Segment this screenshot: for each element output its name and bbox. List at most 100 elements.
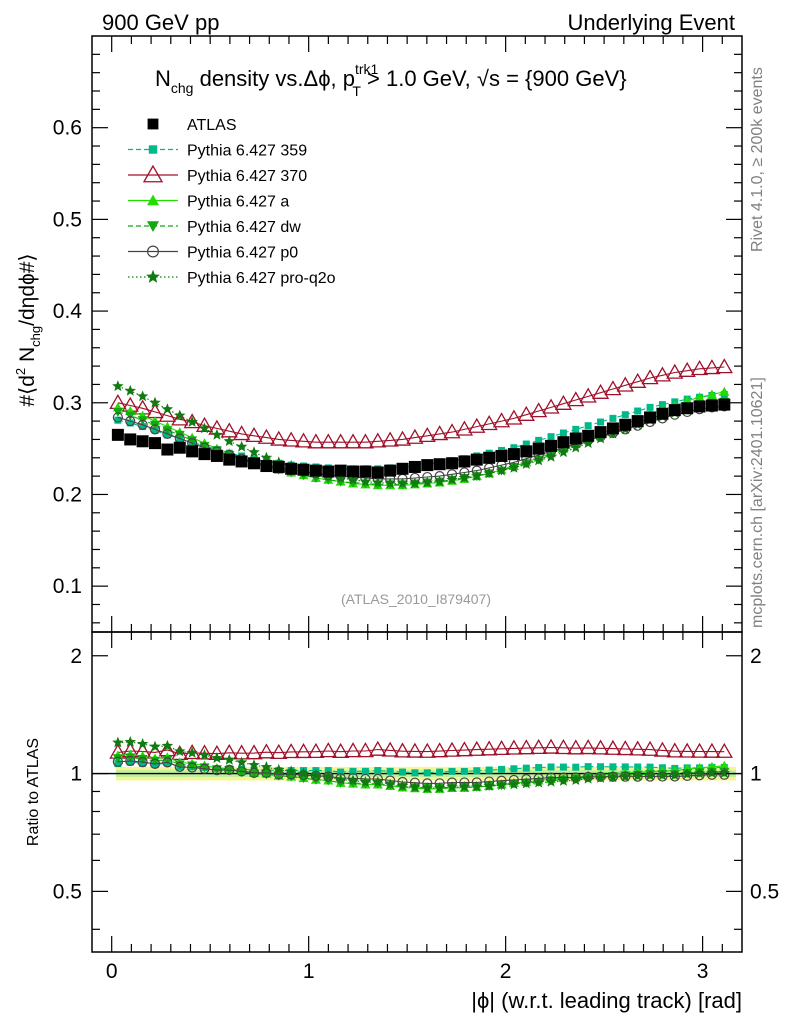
ratio-point: [199, 763, 210, 774]
data-point: [567, 391, 585, 407]
ratio-point: [369, 740, 387, 756]
ratio-point: [421, 782, 433, 793]
ratio-point: [629, 740, 647, 756]
chart-title: Nchg density vs.Δϕ, ptrk1 T > 1.0 GeV, √s…: [155, 61, 627, 99]
ratio-point: [384, 778, 396, 790]
data-point: [146, 403, 164, 419]
data-point: [470, 453, 483, 466]
ratio-point: [199, 763, 210, 773]
data-point: [471, 470, 483, 481]
data-point: [233, 425, 251, 441]
data-point: [646, 403, 654, 411]
data-point: [149, 424, 161, 435]
ratio-point: [112, 754, 123, 764]
ratio-point: [532, 776, 545, 788]
data-point: [409, 477, 421, 489]
ratio-point: [361, 767, 369, 775]
main-panel: [109, 358, 733, 490]
ratio-point: [381, 741, 399, 757]
ratio-point: [706, 766, 718, 778]
ratio-point: [693, 767, 706, 779]
data-point: [706, 389, 717, 399]
data-point: [591, 383, 610, 399]
data-point: [408, 460, 421, 473]
data-point: [483, 451, 496, 464]
ratio-point: [545, 775, 557, 787]
series-line: [117, 385, 725, 485]
ratio-point: [374, 767, 382, 775]
data-point: [621, 411, 629, 419]
data-point: [446, 457, 459, 470]
data-point: [542, 398, 560, 414]
data-point: [384, 477, 396, 489]
data-point: [347, 473, 359, 485]
data-point: [631, 415, 644, 428]
y-tick-label: 0.2: [53, 483, 82, 506]
data-point: [198, 448, 211, 461]
ratio-point: [187, 762, 198, 773]
data-point: [421, 476, 433, 488]
data-point: [235, 440, 248, 452]
data-point: [557, 446, 570, 458]
data-point: [619, 418, 632, 431]
ratio-point: [282, 743, 300, 759]
ratio-point: [418, 742, 436, 758]
ratio-point: [436, 768, 444, 776]
data-point: [547, 433, 555, 441]
ratio-point: [597, 763, 605, 771]
ratio-point: [332, 742, 350, 758]
data-point: [443, 423, 461, 439]
data-point: [359, 475, 372, 487]
x-tick-label: 0: [106, 960, 118, 983]
ratio-point: [508, 778, 520, 790]
ratio-point: [393, 742, 412, 758]
data-point: [171, 410, 189, 426]
ratio-point: [409, 781, 421, 793]
data-point: [530, 402, 548, 418]
ratio-point: [347, 774, 359, 786]
legend-entry: Pythia 6.427 359: [128, 143, 307, 160]
ratio-point: [359, 776, 372, 787]
data-point: [309, 464, 322, 477]
ratio-point: [174, 761, 185, 773]
ratio-point: [715, 742, 733, 758]
data-point: [569, 432, 582, 445]
data-point: [520, 458, 532, 470]
ratio-y-tick-label: 0.5: [53, 880, 82, 903]
ratio-point: [310, 769, 322, 780]
ratio-point: [307, 742, 325, 758]
data-point: [634, 407, 642, 415]
data-point: [270, 430, 288, 446]
ratio-point: [619, 770, 631, 782]
data-point: [114, 416, 122, 424]
ratio-point: [235, 756, 248, 768]
data-point: [332, 433, 350, 449]
data-point: [186, 445, 199, 458]
data-point: [495, 464, 508, 476]
ratio-point: [423, 769, 431, 777]
legend-marker: [147, 245, 160, 258]
ratio-point: [431, 742, 449, 758]
legend: ATLAS Pythia 6.427 359 Pythia 6.427 370 Pyt…: [128, 117, 336, 287]
ratio-point: [248, 759, 260, 770]
data-point: [369, 432, 387, 448]
ratio-point: [137, 757, 148, 768]
ratio-point: [669, 769, 681, 781]
legend-entry: Pythia 6.427 p0: [128, 245, 298, 262]
data-point: [235, 455, 248, 468]
legend-label: Pythia 6.427 a: [187, 194, 289, 211]
data-point: [718, 398, 731, 411]
legend-label: Pythia 6.427 dw: [187, 219, 301, 236]
data-point: [124, 433, 137, 446]
ratio-point: [471, 780, 483, 792]
ratio-point: [505, 739, 523, 755]
ratio-point: [483, 780, 495, 791]
ratio-point: [567, 739, 585, 755]
data-point: [532, 454, 545, 466]
data-point: [223, 453, 236, 466]
data-point: [161, 403, 174, 415]
ratio-point: [572, 763, 580, 771]
data-point: [223, 435, 235, 447]
ratio-point: [211, 752, 223, 763]
